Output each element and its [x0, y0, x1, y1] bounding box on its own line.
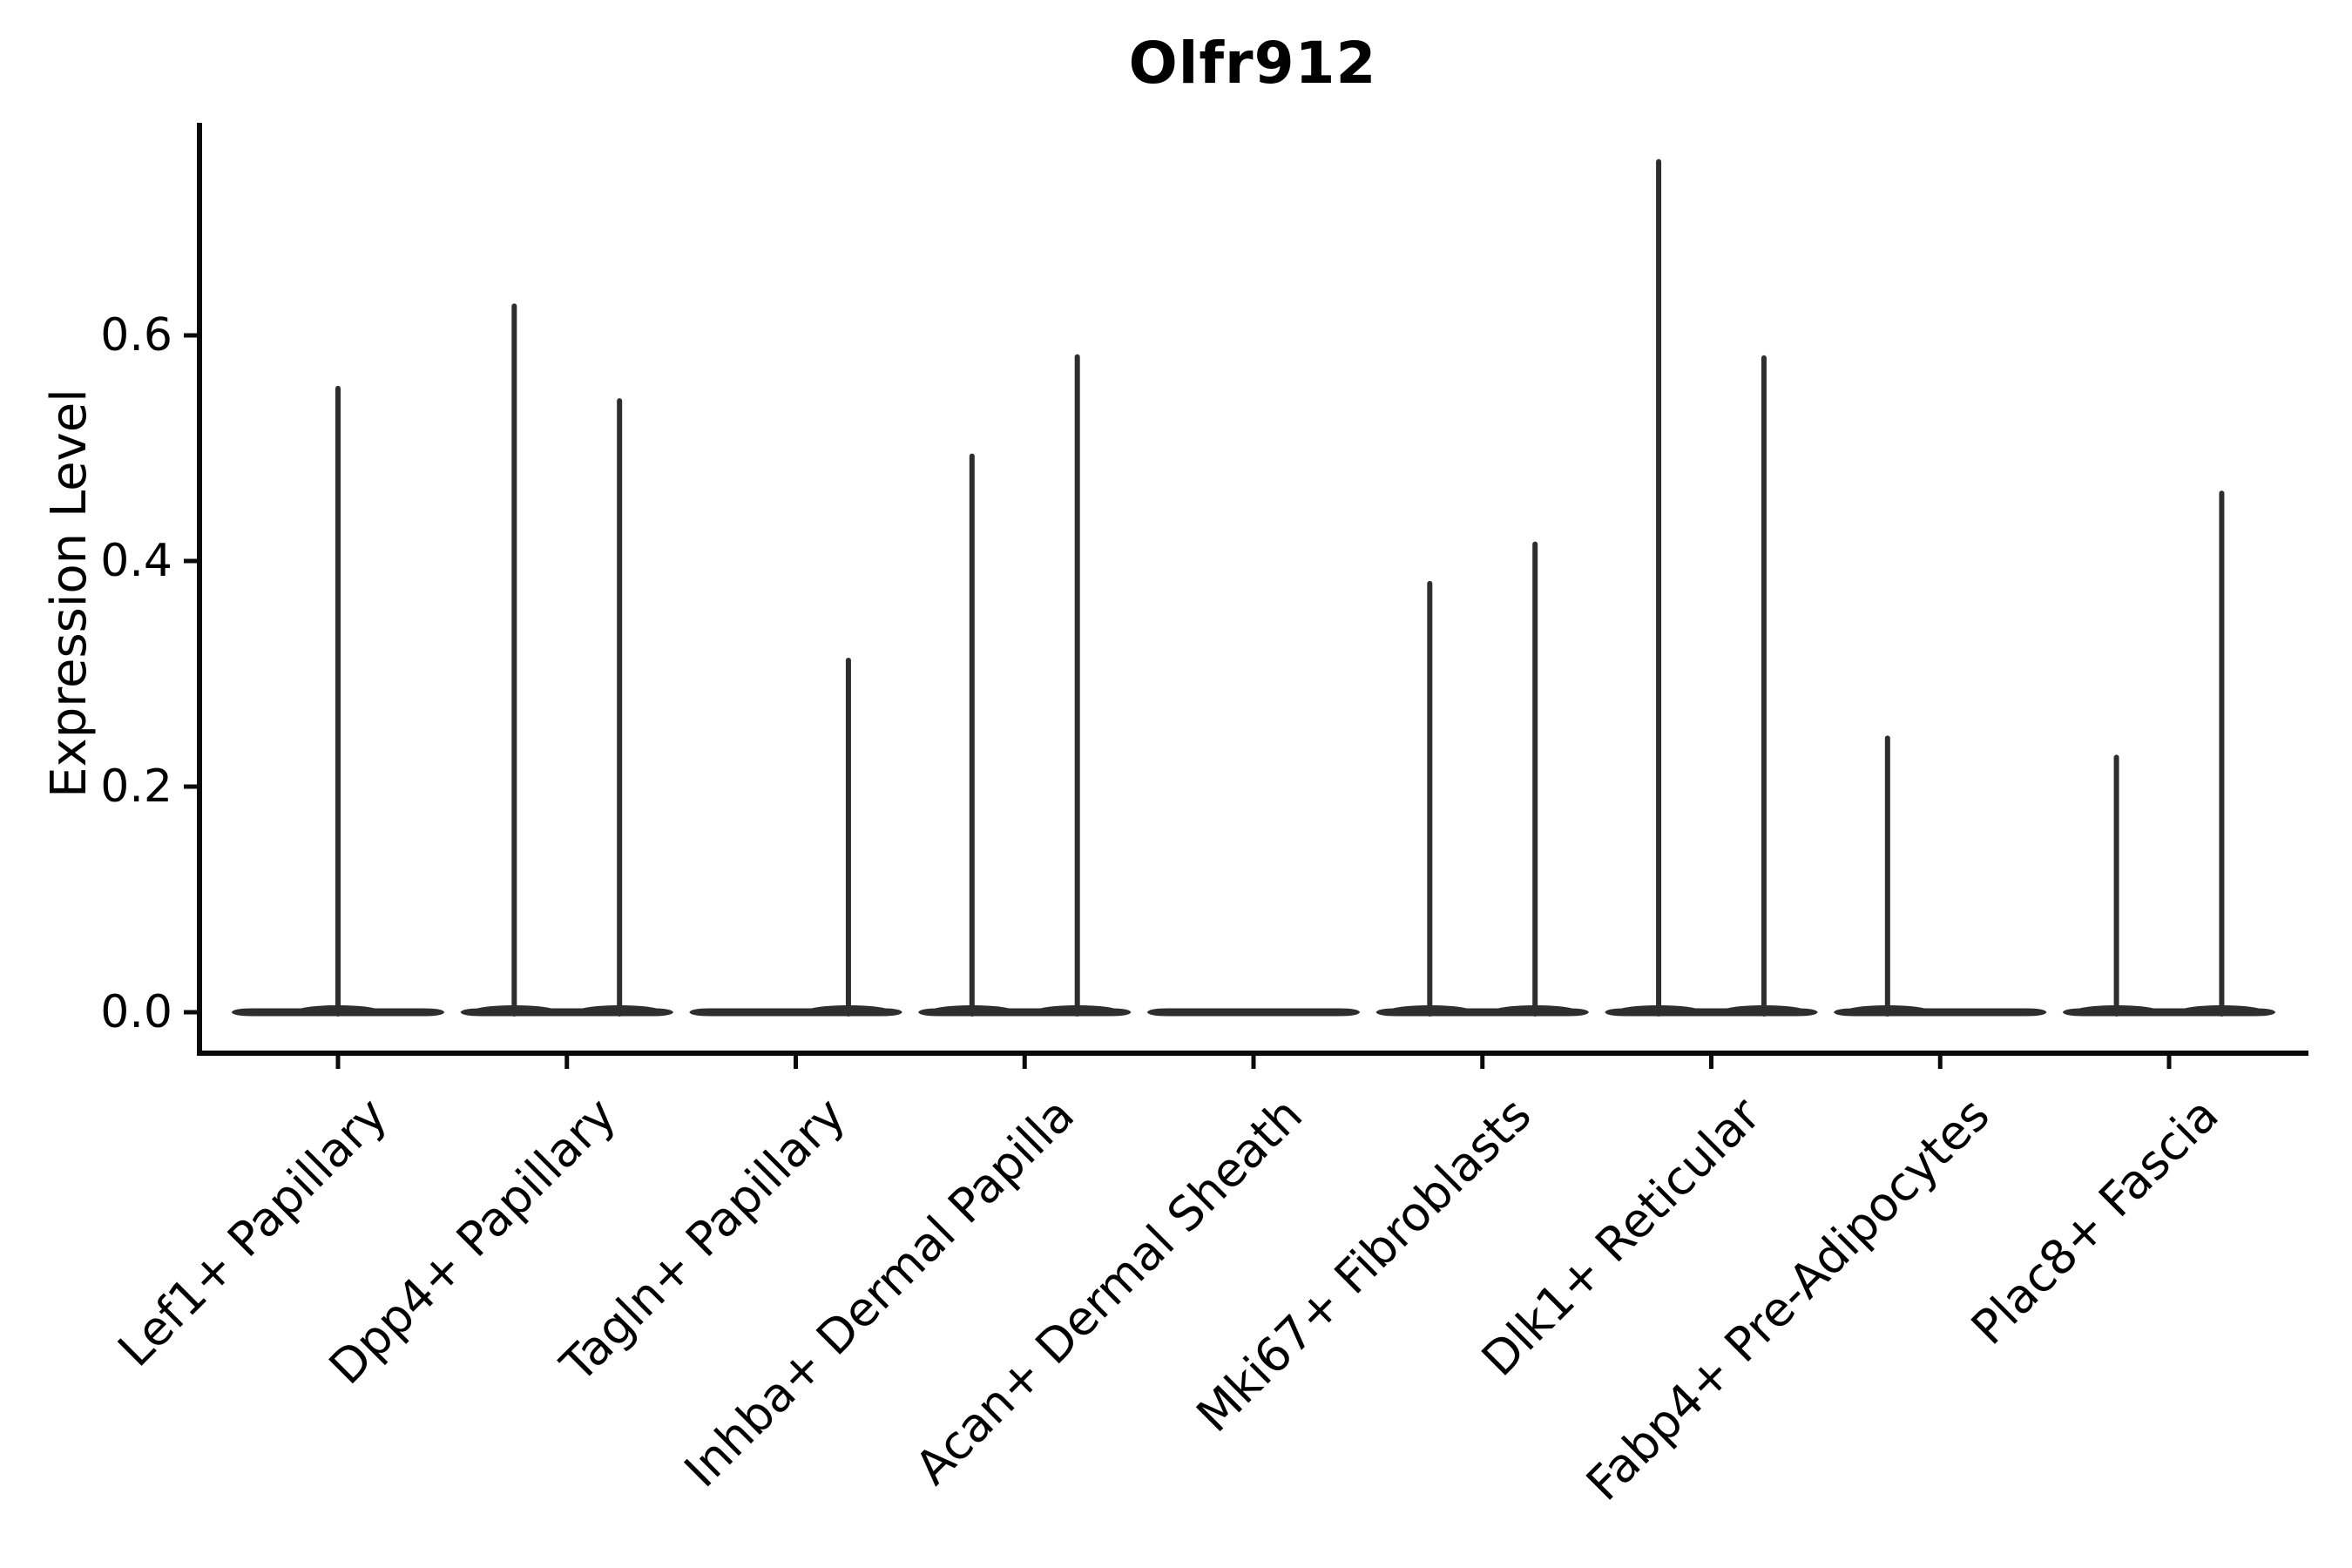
x-tick-mark	[1937, 1056, 1943, 1069]
y-tick-label: 0.0	[100, 986, 172, 1038]
y-axis-label: Expression Level	[41, 389, 98, 798]
y-tick-mark	[184, 784, 197, 789]
violin-6	[1375, 541, 1589, 1017]
y-tick-label: 0.6	[100, 309, 172, 362]
violins-layer	[231, 159, 2276, 1017]
violin-7	[1605, 159, 1818, 1017]
x-tick-mark	[1709, 1056, 1713, 1069]
y-tick-mark	[184, 558, 197, 564]
violin-2	[460, 303, 673, 1017]
x-tick-mark	[335, 1056, 341, 1069]
violin-body	[1146, 1008, 1361, 1017]
violin-4	[918, 354, 1132, 1017]
x-tick-mark	[1022, 1056, 1027, 1069]
y-tick-mark	[184, 1010, 197, 1015]
axes-layer	[184, 123, 2308, 1069]
y-tick-label: 0.2	[100, 760, 172, 813]
violin-1	[231, 385, 445, 1017]
x-tick-mark	[1251, 1056, 1256, 1069]
violin-5	[1146, 1008, 1361, 1017]
x-tick-mark	[564, 1056, 570, 1069]
x-tick-mark	[794, 1056, 798, 1069]
y-axis-spine	[197, 123, 202, 1056]
y-tick-label: 0.4	[100, 535, 172, 587]
violin-9	[2062, 490, 2276, 1017]
x-tick-mark	[1480, 1056, 1485, 1069]
violin-8	[1834, 735, 2047, 1017]
violin-3	[689, 657, 902, 1017]
x-axis-spine	[197, 1051, 2308, 1056]
chart-title: Olfr912	[1128, 30, 1377, 97]
x-tick-mark	[2166, 1056, 2172, 1069]
y-tick-mark	[184, 333, 197, 338]
